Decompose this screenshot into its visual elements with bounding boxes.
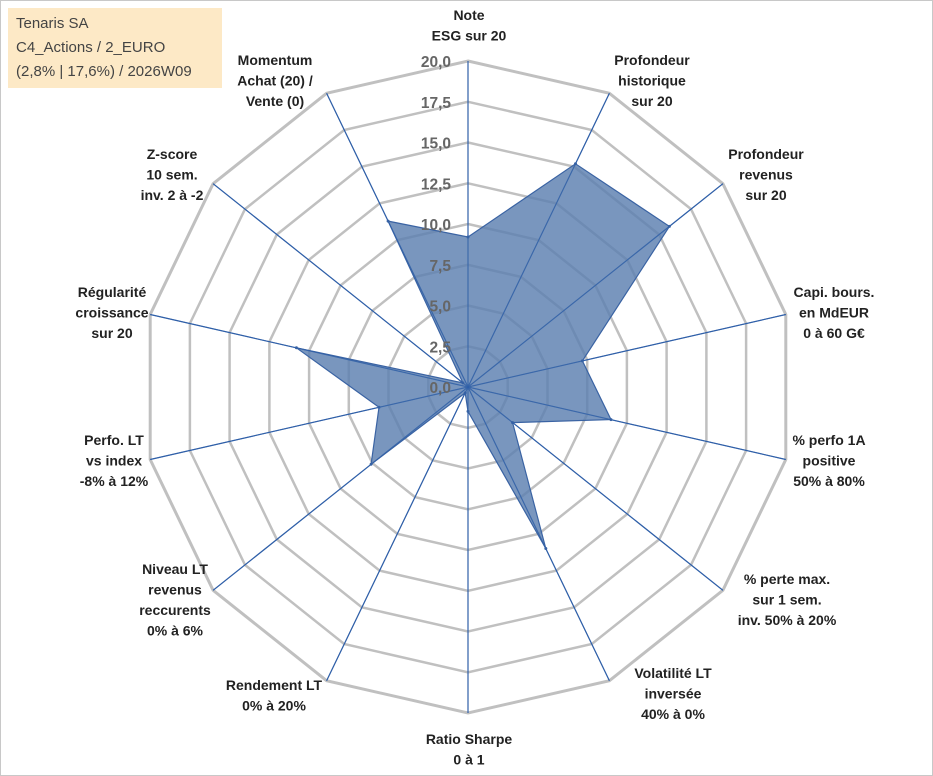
axis-spoke-overlay <box>150 386 469 460</box>
tick-label: 5,0 <box>429 299 451 316</box>
axis-spoke-overlay <box>467 314 786 388</box>
axis-spoke-overlay <box>150 314 469 388</box>
tick-label: 7,5 <box>429 258 451 275</box>
axis-label: Profondeur revenus sur 20 <box>728 146 804 203</box>
info-box: Tenaris SA C4_Actions / 2_EURO (2,8% | 1… <box>8 8 222 88</box>
info-company-name: Tenaris SA <box>16 15 89 32</box>
axis-label: Z-score 10 sem. inv. 2 à -2 <box>141 146 204 203</box>
tick-label: 17,5 <box>421 95 452 112</box>
axis-spoke-overlay <box>467 386 786 460</box>
axis-label: Profondeur historique sur 20 <box>614 52 690 109</box>
axis-label: Volatilité LT inversée 40% à 0% <box>634 665 712 722</box>
axis-label: Ratio Sharpe 0 à 1 <box>426 731 513 768</box>
tick-label: 2,5 <box>429 339 451 356</box>
tick-label: 0,0 <box>429 380 451 397</box>
axis-label: Rendement LT 0% à 20% <box>226 677 323 714</box>
axis-label: Niveau LT revenus reccurents 0% à 6% <box>139 561 211 639</box>
axis-label: Note ESG sur 20 <box>432 7 507 44</box>
axis-spoke-overlay <box>326 93 469 388</box>
info-category: C4_Actions / 2_EURO <box>16 39 166 56</box>
axis-spoke-overlay <box>326 386 469 681</box>
axis-label: % perte max. sur 1 sem. inv. 50% à 20% <box>738 571 837 628</box>
axis-label: Capi. bours. en MdEUR 0 à 60 G€ <box>794 284 875 341</box>
axis-spoke-overlay <box>467 386 610 681</box>
axis-label: % perfo 1A positive 50% à 80% <box>792 432 865 489</box>
axis-label: Régularité croissance sur 20 <box>75 284 148 341</box>
info-period: (2,8% | 17,6%) / 2026W09 <box>16 63 192 80</box>
radar-axis-labels: Note ESG sur 20 Profondeur historique sur 20… <box>75 7 874 768</box>
tick-label: 12,5 <box>421 176 452 193</box>
radar-series <box>150 61 786 713</box>
axis-spoke-overlay <box>467 183 724 388</box>
radar-tick-labels: 0,0 2,5 5,0 7,5 10,0 12,5 15,0 17,5 20,0 <box>421 54 452 397</box>
tick-label: 10,0 <box>421 217 451 234</box>
tick-label: 20,0 <box>421 54 451 71</box>
axis-label: Perfo. LT vs index -8% à 12% <box>80 432 149 489</box>
axis-label: Momentum Achat (20) / Vente (0) <box>237 52 313 109</box>
tick-label: 15,0 <box>421 136 451 153</box>
axis-spoke-overlay <box>467 386 724 591</box>
axis-spoke-overlay <box>467 93 610 388</box>
axis-spoke-overlay <box>212 386 469 591</box>
axis-spoke-overlay <box>212 183 469 388</box>
